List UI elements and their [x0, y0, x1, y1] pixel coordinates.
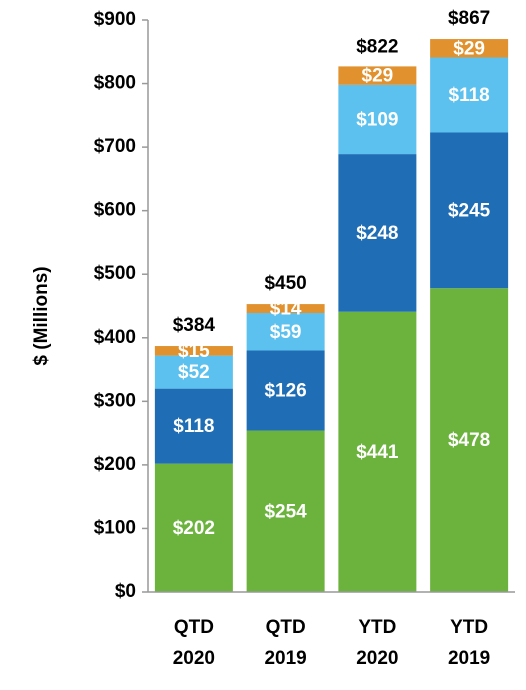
x-tick-label: QTD 2020 — [172, 617, 216, 669]
bar-segment — [430, 39, 509, 58]
y-tick-label: $900 — [94, 9, 136, 30]
value-label: $126 — [264, 381, 306, 402]
value-label: $254 — [264, 501, 307, 522]
y-tick-label: $600 — [94, 200, 136, 221]
value-label: $118 — [449, 85, 490, 106]
bar-segment — [154, 463, 233, 592]
value-label: $202 — [173, 518, 215, 539]
y-tick-label: $500 — [94, 263, 136, 284]
bar-segment — [338, 154, 417, 312]
total-label: $384 — [173, 315, 216, 336]
y-tick-label: $300 — [94, 390, 136, 411]
value-label: $248 — [356, 223, 398, 244]
y-tick-label: $400 — [94, 327, 136, 348]
bar-segment — [430, 57, 509, 133]
value-label: $441 — [356, 442, 399, 463]
bar-segment — [430, 288, 509, 592]
bar-segment — [246, 430, 325, 592]
bar-segment — [338, 66, 417, 85]
value-label: $29 — [453, 38, 485, 59]
total-label: $450 — [264, 273, 306, 294]
value-label: $59 — [270, 322, 302, 343]
value-label: $118 — [173, 416, 214, 437]
y-tick-label: $700 — [94, 136, 136, 157]
bar-segment — [430, 132, 509, 289]
bar-segment — [338, 311, 417, 592]
value-label: $478 — [448, 430, 490, 451]
bar-segment — [154, 388, 233, 464]
x-tick-label: YTD 2019 — [447, 617, 491, 669]
y-tick-label: $0 — [115, 581, 136, 602]
x-tick-label: YTD 2020 — [356, 617, 399, 669]
x-tick-label: QTD 2019 — [264, 617, 307, 669]
value-label: $29 — [362, 66, 394, 87]
y-tick-label: $100 — [94, 517, 136, 538]
value-label: $15 — [178, 341, 210, 362]
value-label: $52 — [178, 362, 210, 383]
value-label: $14 — [270, 299, 302, 320]
bar-segment — [246, 304, 325, 313]
y-tick-label: $800 — [94, 73, 136, 94]
bar-segment — [338, 84, 417, 155]
value-label: $245 — [448, 200, 491, 221]
bar-segment — [246, 350, 325, 431]
total-label: $867 — [448, 8, 490, 29]
y-tick-label: $200 — [94, 454, 136, 475]
y-axis-label: $ (Millions) — [31, 266, 52, 365]
value-label: $109 — [356, 109, 398, 130]
bar-segment — [154, 346, 233, 356]
bar-segment — [246, 312, 325, 351]
total-label: $822 — [356, 37, 398, 58]
bar-segment — [154, 355, 233, 389]
